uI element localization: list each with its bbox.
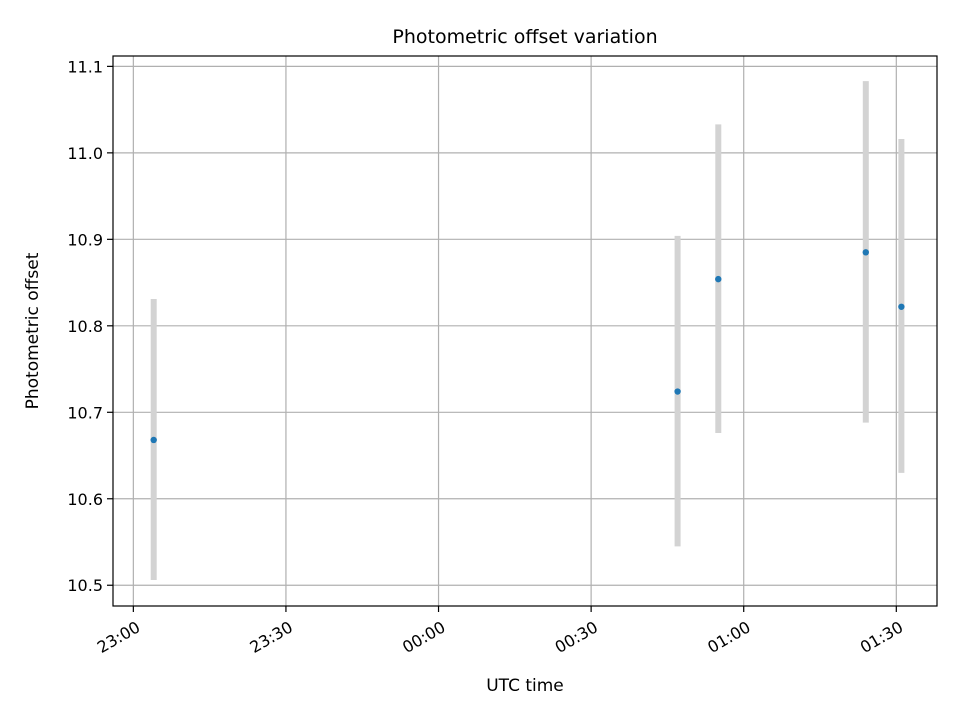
y-tick-label: 11.1 (67, 57, 103, 76)
y-tick-label: 10.8 (67, 317, 103, 336)
grid (113, 56, 937, 606)
y-axis-label: Photometric offset (23, 252, 43, 409)
markers (150, 249, 905, 444)
data-point (715, 275, 722, 283)
x-axis-label: UTC time (486, 676, 564, 696)
plot-frame (112, 55, 938, 607)
data-point (862, 249, 869, 256)
y-axis-ticks: 10.5 10.6 10.7 10.8 10.9 11.0 11.1 (67, 57, 113, 595)
y-tick-label: 10.6 (67, 490, 103, 509)
data-point (150, 436, 157, 444)
chart-title: Photometric offset variation (392, 26, 657, 48)
y-tick-label: 10.9 (67, 230, 103, 249)
y-tick-label: 10.5 (67, 576, 103, 595)
y-tick-label: 10.7 (67, 403, 103, 422)
data-point (674, 388, 681, 395)
y-tick-label: 11.0 (67, 144, 103, 163)
data-point (898, 303, 905, 310)
